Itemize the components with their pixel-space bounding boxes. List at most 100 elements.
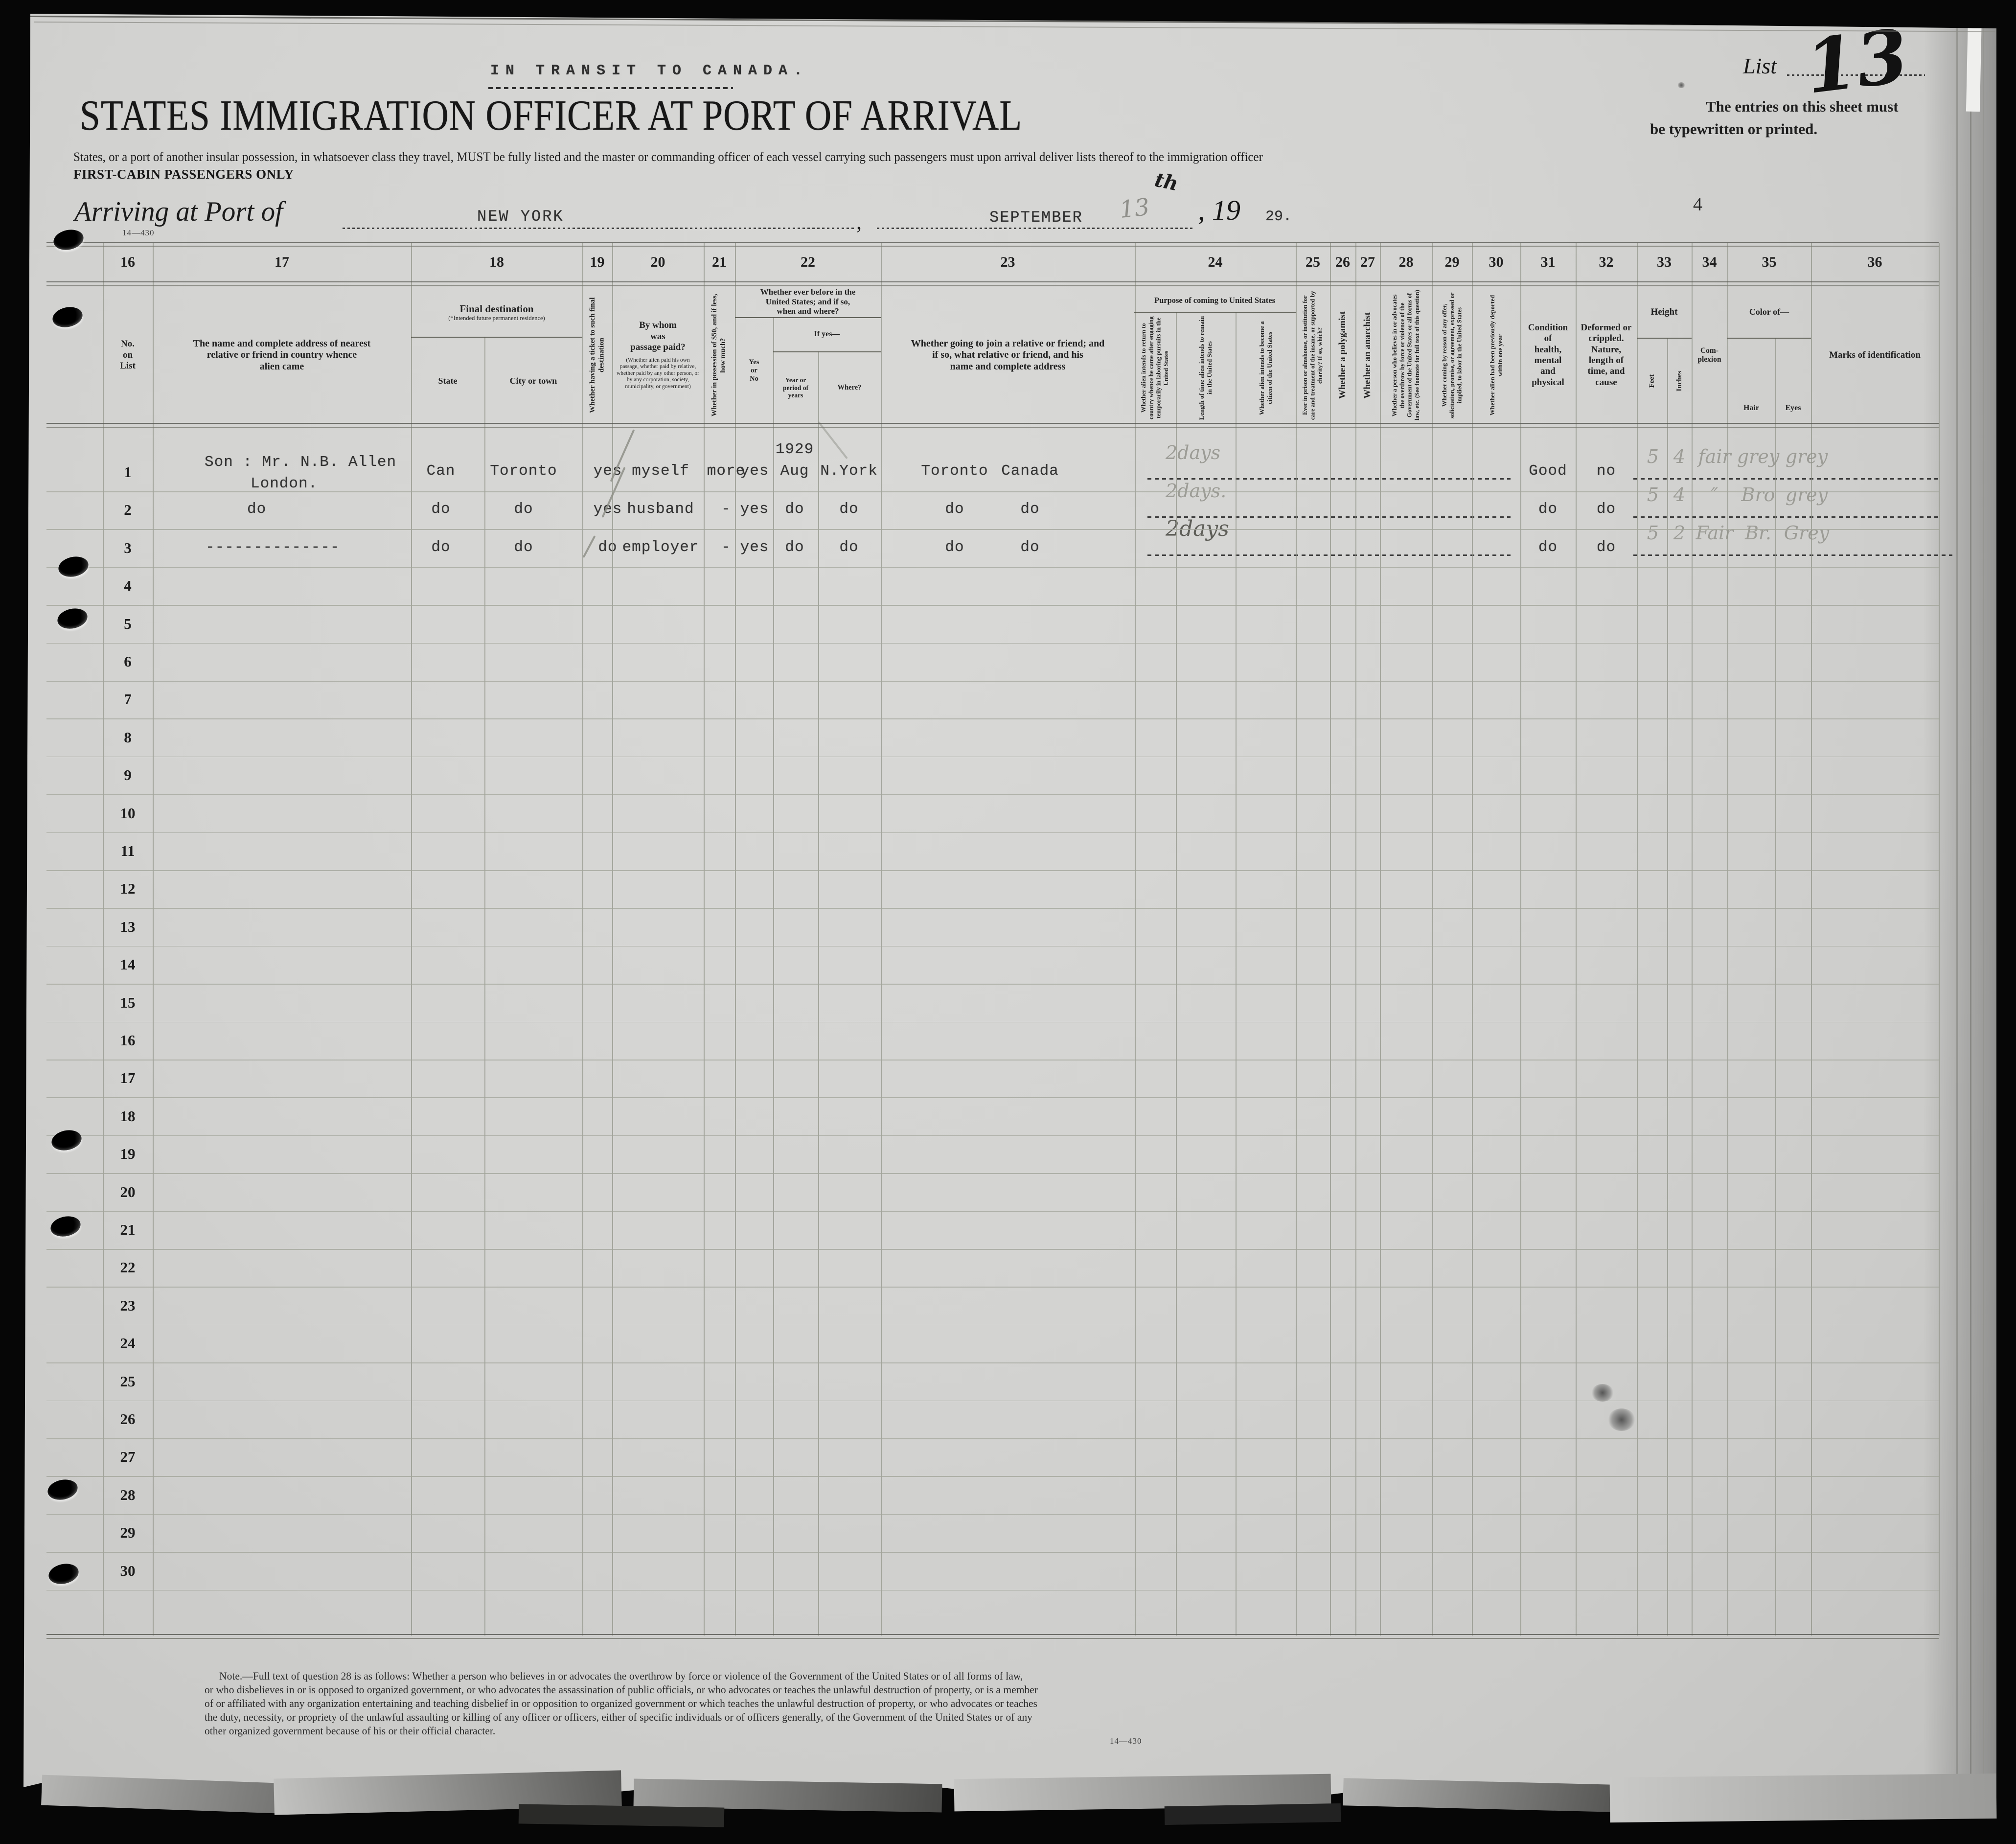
row-number: 18 (120, 1107, 136, 1125)
table-row-line (46, 605, 1939, 606)
row-number: 22 (120, 1259, 136, 1276)
column-number: 29 (1444, 254, 1460, 270)
table-column-line (1939, 243, 1940, 1636)
form-number-top: 14—430 (122, 228, 155, 237)
punch-hole (46, 1476, 80, 1503)
header-rule (411, 337, 582, 338)
header-rule (1727, 338, 1811, 339)
col24-sub-a: Whether alien intends to return to count… (1134, 312, 1176, 424)
table-double-line (46, 423, 1939, 428)
col24-sub-c: Whether alien intends to become a citize… (1236, 312, 1296, 424)
cell-city: Toronto (490, 462, 557, 480)
column-number: 31 (1540, 254, 1556, 270)
column-number: 23 (1000, 254, 1015, 270)
header-rule (1134, 312, 1296, 313)
table-column-line (612, 243, 613, 1636)
typed-dash-fill (1147, 554, 1511, 556)
column-number: 28 (1398, 254, 1414, 270)
col24c-vertical-text: Whether alien intends to become a citize… (1258, 321, 1273, 415)
column-number: 21 (712, 254, 727, 270)
table-row-line (46, 832, 1939, 833)
cell-joining-country: Canada (1001, 462, 1059, 480)
row-number: 12 (120, 880, 136, 898)
cell-joining-country: do (1020, 501, 1040, 518)
cell-inches: 2 (1673, 522, 1686, 544)
cell-state: Can (426, 462, 456, 480)
table-subcolumn-line (1775, 338, 1776, 1636)
column-header-17: The name and complete address of nearest… (193, 338, 371, 372)
cell-feet: 5 (1647, 484, 1659, 506)
paper-top-edge-shadow (34, 22, 1995, 32)
crumple-shadow (1164, 1803, 1341, 1825)
column-number: 30 (1489, 254, 1504, 270)
typed-dash-fill (1147, 478, 1511, 480)
punch-hole (49, 1127, 84, 1153)
column-number: 35 (1762, 254, 1777, 270)
table-column-line (1576, 243, 1577, 1636)
crumpled-page-edge (1609, 1773, 1997, 1823)
punch-hole (56, 553, 91, 580)
row-number: 24 (120, 1335, 136, 1352)
row-number: 26 (120, 1410, 136, 1428)
table-row-line (46, 1400, 1939, 1402)
col29-vertical-text: Whether coming by reason of any offer, s… (1441, 292, 1463, 418)
table-column-line (1637, 243, 1638, 1636)
cell-joining-city: do (945, 501, 964, 518)
cell-health: do (1538, 501, 1558, 518)
stacked-page-edge (1983, 14, 1984, 1816)
final-destination-sub: (*Intended future permanent residence) (448, 314, 545, 322)
table-column-line (582, 243, 583, 1636)
table-row-line (46, 491, 1939, 492)
row-number: 17 (120, 1069, 136, 1087)
cell-feet: 5 (1647, 522, 1659, 544)
typed-dash-fill (1633, 516, 1939, 518)
table-row-line (46, 945, 1939, 947)
column-header-32: Deformed or crippled. Nature, length of … (1581, 322, 1632, 388)
arriving-label: Arriving at Port of (74, 196, 283, 227)
column-number: 36 (1867, 254, 1882, 270)
stacked-page-edge (1956, 14, 1958, 1816)
col24a-vertical-text: Whether alien intends to return to count… (1140, 316, 1169, 420)
cell-before-year: do (785, 539, 804, 556)
header-rule (735, 317, 881, 318)
cell-before-yesno: yes (740, 462, 769, 480)
table-column-line (735, 243, 736, 1636)
cell-length-of-stay: 2days (1166, 442, 1221, 463)
column-header-24: Purpose of coming to United States (1154, 296, 1276, 305)
table-row-line (46, 1021, 1939, 1023)
row-number: 14 (120, 956, 136, 973)
final-destination-title: Final destination (459, 302, 534, 315)
page-title: STATES IMMIGRATION OFFICER AT PORT OF AR… (80, 92, 1023, 139)
cell-before-where: do (839, 539, 859, 556)
cell-complexion: ″ (1711, 484, 1718, 506)
cell-joining-country: do (1020, 539, 1040, 556)
row-number: 13 (120, 918, 136, 935)
cell-complexion: fair (1698, 446, 1731, 467)
table-column-line (411, 243, 412, 1636)
page-edge-shadow (1923, 14, 1996, 1816)
column-number: 24 (1208, 254, 1223, 270)
ink-smudge (1677, 82, 1685, 88)
transit-note: IN TRANSIT TO CANADA. (490, 63, 809, 79)
col22-year: Year or period of years (782, 376, 809, 399)
column-header-30: Whether alien had been previously deport… (1472, 286, 1520, 424)
column-number: 19 (590, 254, 605, 270)
port-fill-line (343, 228, 854, 229)
month-value: SEPTEMBER (989, 208, 1083, 227)
year-typed: 29. (1265, 208, 1292, 225)
cell-relative-name: -------------- (206, 539, 340, 556)
column-number: 16 (120, 254, 135, 270)
paper-left-tab (0, 763, 22, 844)
table-row-line (46, 756, 1939, 758)
table-subcolumn-line (773, 317, 774, 1636)
table-subcolumn-line (1667, 338, 1668, 1636)
cell-state: do (431, 539, 451, 556)
column-number: 18 (489, 254, 504, 270)
punch-hole (55, 605, 90, 632)
table-row-line (46, 1287, 1939, 1288)
table-double-line (46, 242, 1939, 247)
cell-before-year-note: 1929 (775, 441, 814, 458)
cell-health: Good (1529, 462, 1567, 480)
col26-vertical-text: Whether a polygamist (1337, 311, 1348, 399)
